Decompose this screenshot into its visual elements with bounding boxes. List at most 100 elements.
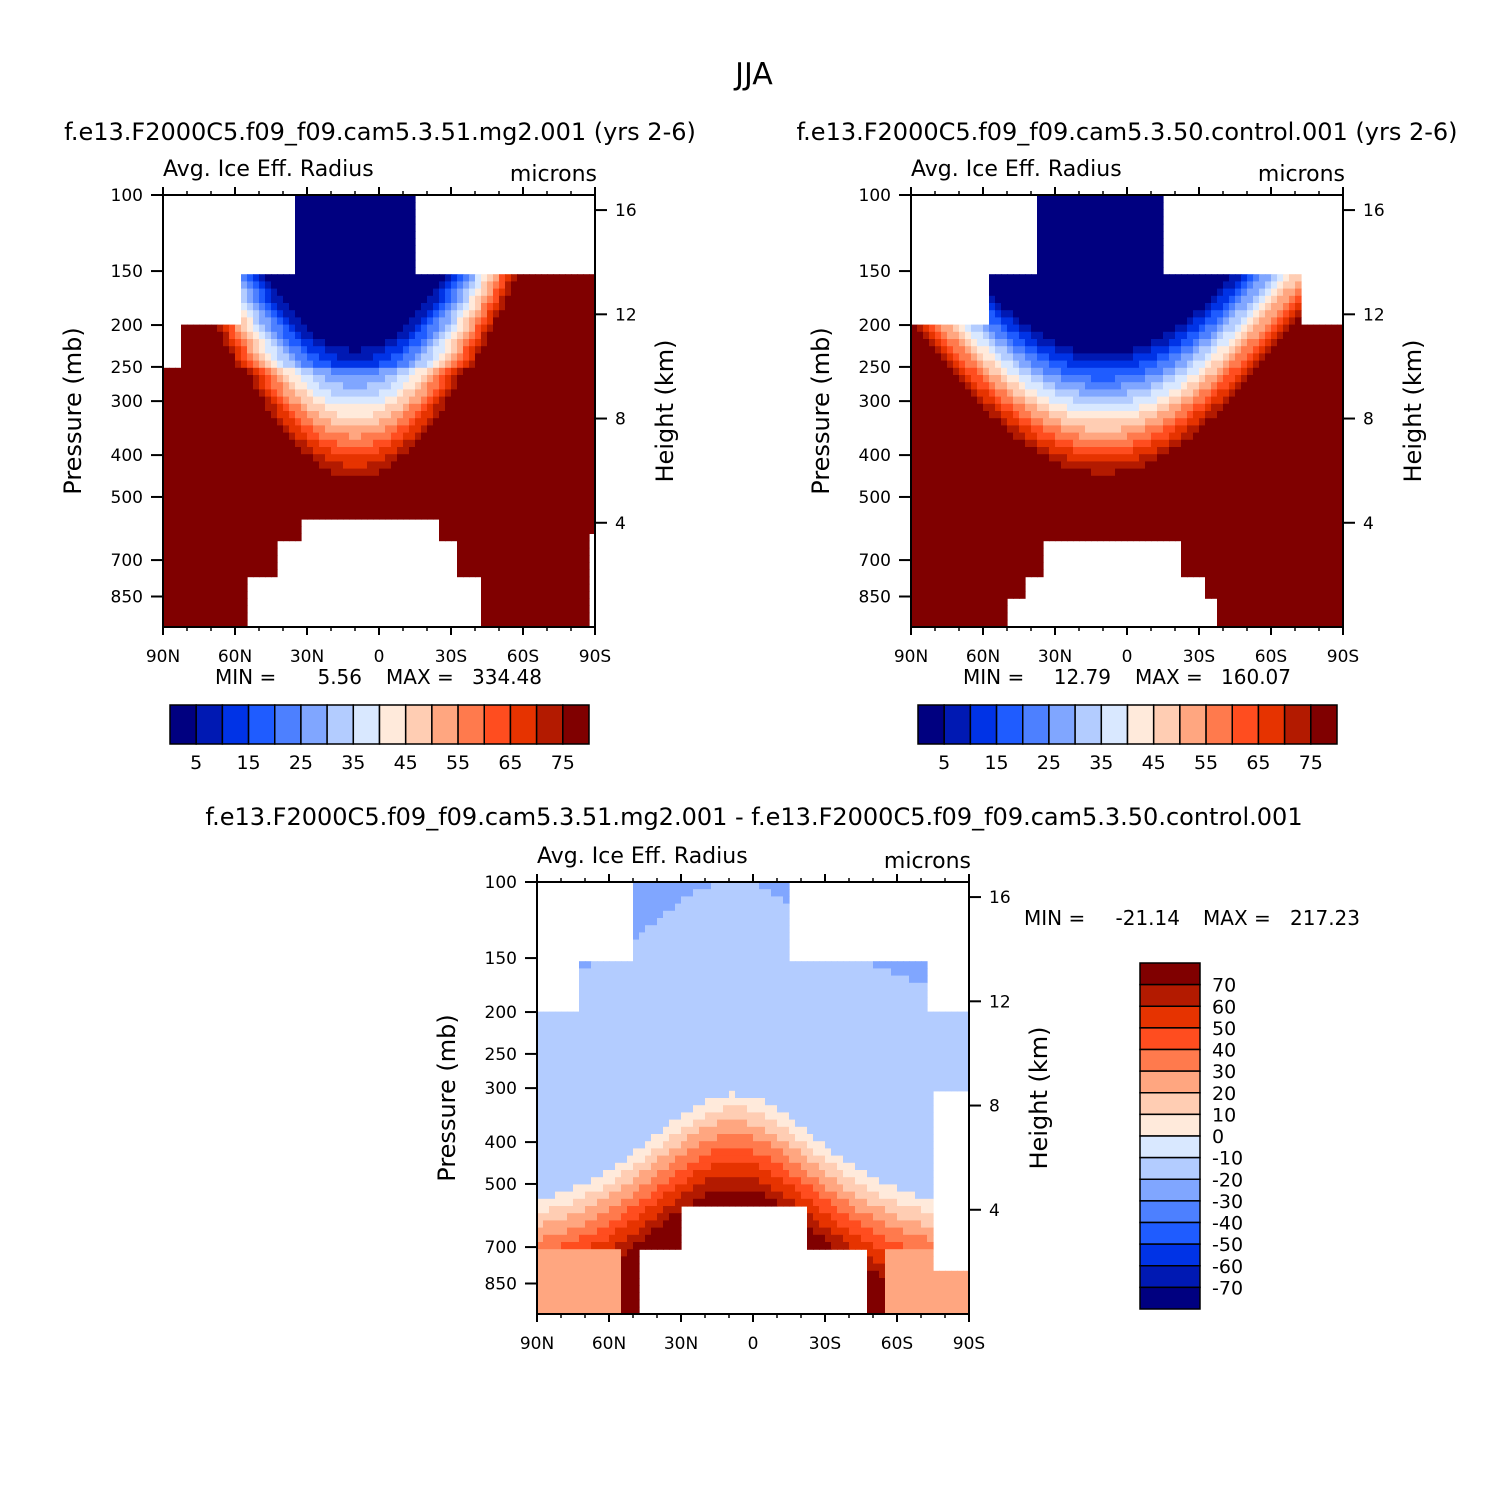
field-cell [325, 209, 332, 218]
field-cell [373, 468, 380, 477]
field-cell [1007, 324, 1014, 333]
field-cell [1031, 339, 1038, 347]
field-cell [1019, 324, 1026, 333]
field-cell [355, 504, 362, 513]
field-cell [295, 526, 302, 534]
field-cell [953, 533, 960, 542]
field-cell [1109, 367, 1116, 376]
field-cell [959, 468, 966, 477]
field-cell [265, 547, 272, 556]
field-cell [301, 490, 308, 498]
field-cell [1121, 461, 1128, 470]
field-cell [403, 195, 410, 203]
field-cell [1079, 202, 1086, 210]
field-cell [1109, 303, 1116, 311]
field-cell [271, 382, 278, 390]
field-cell [487, 339, 494, 347]
field-cell [541, 396, 548, 405]
field-cell [547, 547, 554, 556]
field-cell [337, 195, 344, 203]
field-cell [583, 555, 590, 563]
field-cell [559, 274, 566, 282]
field-cell [929, 483, 936, 491]
field-cell [1019, 555, 1026, 563]
field-cell [271, 331, 278, 340]
field-cell [535, 353, 542, 362]
field-cell [385, 209, 392, 218]
field-cell [385, 223, 392, 232]
field-cell [289, 483, 296, 491]
field-cell [553, 533, 560, 542]
field-cell [217, 540, 224, 549]
field-cell [391, 396, 398, 405]
field-cell [199, 612, 206, 621]
field-cell [971, 598, 978, 606]
field-cell [989, 547, 996, 556]
field-cell [571, 583, 578, 592]
field-cell [953, 490, 960, 498]
field-cell [403, 511, 410, 520]
field-cell [343, 432, 350, 441]
field-cell [187, 339, 194, 347]
field-cell [1115, 209, 1122, 218]
field-cell [571, 360, 578, 369]
field-cell [1037, 209, 1044, 218]
field-cell [235, 339, 242, 347]
field-cell [923, 353, 930, 362]
field-cell [295, 267, 302, 275]
field-cell [403, 288, 410, 297]
field-cell [959, 555, 966, 563]
field-cell [1115, 418, 1122, 426]
field-cell [361, 238, 368, 246]
field-cell [193, 583, 200, 592]
field-cell [199, 619, 206, 628]
field-cell [487, 396, 494, 405]
field-cell [953, 619, 960, 628]
field-cell [995, 504, 1002, 513]
field-cell [941, 547, 948, 556]
field-cell [1001, 504, 1008, 513]
field-cell [463, 317, 470, 326]
field-cell [259, 310, 266, 318]
field-cell [553, 317, 560, 326]
field-cell [469, 555, 476, 563]
field-cell [337, 511, 344, 520]
field-cell [559, 447, 566, 455]
field-cell [553, 598, 560, 606]
field-cell [517, 274, 524, 282]
field-cell [421, 274, 428, 282]
field-cell [565, 346, 572, 354]
field-cell [911, 497, 918, 506]
field-cell [457, 425, 464, 434]
field-cell [953, 339, 960, 347]
field-cell [1067, 375, 1074, 383]
field-cell [517, 396, 524, 405]
field-cell [283, 483, 290, 491]
field-cell [433, 403, 440, 412]
field-cell [385, 475, 392, 484]
field-cell [1097, 475, 1104, 484]
field-cell [205, 490, 212, 498]
field-cell [331, 396, 338, 405]
field-cell [923, 331, 930, 340]
field-cell [355, 267, 362, 275]
field-cell [361, 353, 368, 362]
field-cell [403, 432, 410, 441]
field-cell [433, 331, 440, 340]
field-cell [313, 281, 320, 290]
field-cell [349, 231, 356, 239]
field-cell [1097, 403, 1104, 412]
field-cell [163, 389, 170, 398]
field-cell [307, 483, 314, 491]
field-cell [523, 411, 530, 419]
field-cell [193, 425, 200, 434]
field-cell [511, 519, 518, 527]
field-cell [163, 519, 170, 527]
field-cell [1091, 303, 1098, 311]
field-cell [1109, 252, 1116, 261]
field-cell [1097, 238, 1104, 246]
field-cell [1061, 375, 1068, 383]
field-cell [379, 324, 386, 333]
field-cell [409, 411, 416, 419]
